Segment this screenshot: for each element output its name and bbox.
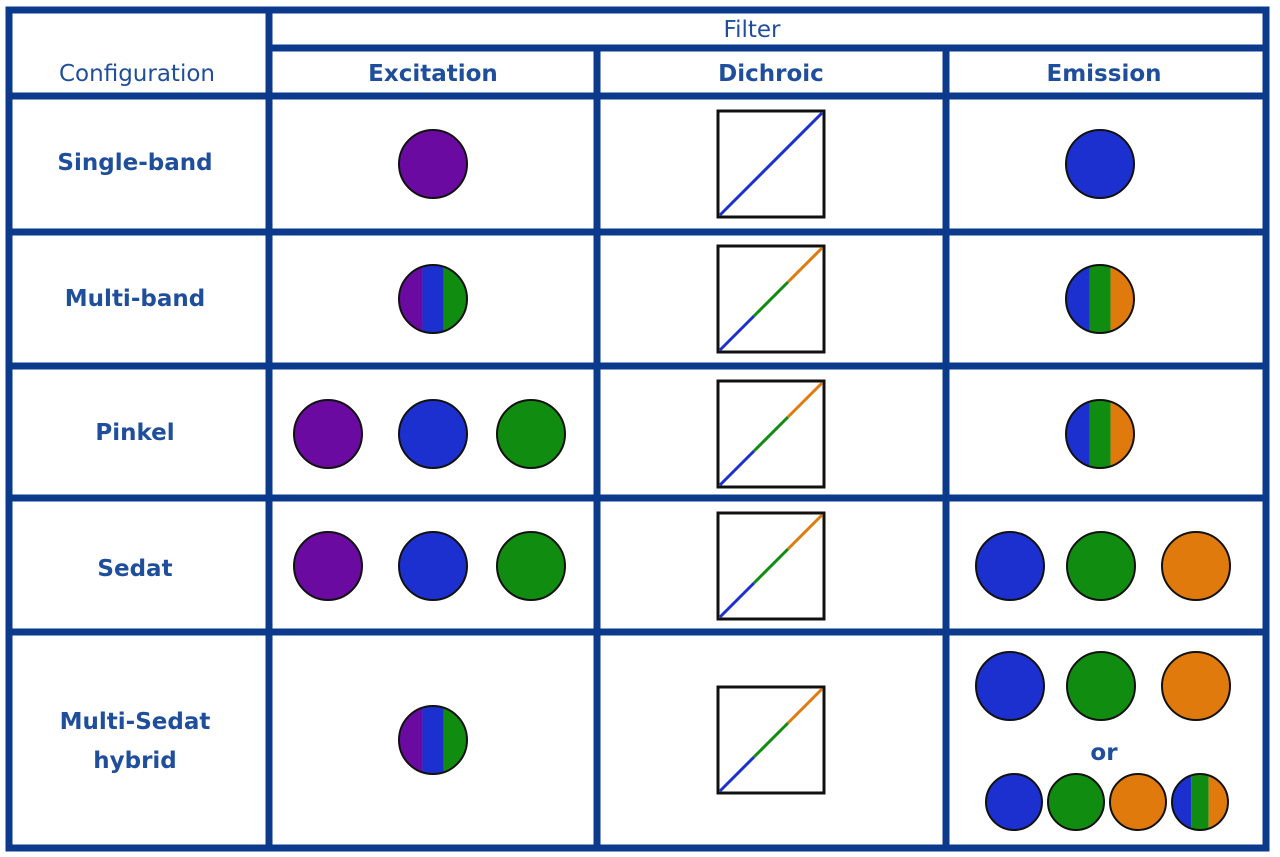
blue-disc [398, 399, 468, 469]
green-filter-icon [1066, 531, 1136, 601]
orange-band [1208, 774, 1228, 830]
violet-filter-icon [293, 531, 363, 601]
disc-outline [398, 264, 468, 334]
row-label-hybrid: hybrid [93, 748, 177, 774]
green-disc [496, 531, 566, 601]
disc-outline [1171, 773, 1229, 831]
orange-disc [1161, 531, 1231, 601]
row-label-multi-band: Multi-band [65, 286, 205, 312]
violet-filter-icon [293, 399, 363, 469]
band-group [399, 265, 467, 333]
green-disc [1066, 651, 1136, 721]
configuration-header: Configuration [59, 61, 215, 87]
dichroic-mirror-icon [716, 109, 826, 219]
orange-filter-icon [1161, 651, 1231, 721]
dichroic-mirror-icon [716, 244, 826, 354]
row-label-multi-sedat: Multi-Sedat [60, 709, 211, 735]
green-dichroic-segment [752, 547, 790, 585]
row-label-sedat: Sedat [97, 556, 172, 582]
blue-filter-icon [1065, 129, 1135, 199]
dichroic-header: Dichroic [718, 61, 824, 87]
blue-band [422, 265, 444, 333]
blue-disc [975, 531, 1045, 601]
blue-dichroic-segment [718, 755, 756, 793]
orange-disc [1109, 773, 1167, 831]
green-filter-icon [1047, 773, 1105, 831]
blue-filter-icon [398, 399, 468, 469]
row-label-pinkel: Pinkel [95, 420, 174, 446]
orange-band [1110, 400, 1134, 468]
dichroic-mirror-icon [716, 379, 826, 489]
violet-disc [293, 399, 363, 469]
green-filter-icon [496, 531, 566, 601]
green-dichroic-segment [752, 280, 790, 318]
row-label-single-band: Single-band [57, 150, 212, 176]
green-band [1089, 400, 1111, 468]
orange-dichroic-segment [786, 513, 824, 551]
orange-dichroic-segment [786, 687, 824, 725]
green-band [443, 706, 467, 774]
band-group [1066, 400, 1134, 468]
blue-dichroic-segment [718, 581, 756, 619]
filter-header: Filter [724, 17, 782, 43]
multi-band-filter-icon [398, 705, 468, 775]
green-band [443, 265, 467, 333]
blue-band [1066, 400, 1090, 468]
orange-filter-icon [1109, 773, 1167, 831]
blue-dichroic-segment [718, 449, 756, 487]
green-filter-icon [496, 399, 566, 469]
blue-band [1172, 774, 1192, 830]
green-disc [1047, 773, 1105, 831]
blue-disc [1065, 129, 1135, 199]
violet-band [399, 706, 423, 774]
or-label: or [1090, 740, 1118, 766]
blue-filter-icon [985, 773, 1043, 831]
blue-band [422, 706, 444, 774]
filter-marks [293, 109, 1231, 831]
dichroic-mirror-icon [716, 685, 826, 795]
orange-dichroic-segment [786, 246, 824, 284]
blue-filter-icon [398, 531, 468, 601]
green-dichroic-segment [752, 721, 790, 759]
blue-disc [975, 651, 1045, 721]
orange-filter-icon [1161, 531, 1231, 601]
green-dichroic-segment [752, 415, 790, 453]
multi-band-filter-icon [398, 264, 468, 334]
excitation-header: Excitation [368, 61, 498, 87]
green-filter-icon [1066, 651, 1136, 721]
blue-filter-icon [975, 531, 1045, 601]
band-group [1066, 265, 1134, 333]
blue-filter-icon [975, 651, 1045, 721]
dichroic-mirror-icon [716, 511, 826, 621]
table-frame [5, 6, 1270, 852]
green-disc [1066, 531, 1136, 601]
band-group [399, 706, 467, 774]
disc-outline [1065, 399, 1135, 469]
multi-band-filter-icon [1065, 264, 1135, 334]
violet-disc [293, 531, 363, 601]
orange-dichroic-segment [786, 381, 824, 419]
disc-outline [398, 705, 468, 775]
violet-band [399, 265, 423, 333]
orange-band [1110, 265, 1134, 333]
green-band [1089, 265, 1111, 333]
violet-disc [398, 129, 468, 199]
blue-disc [985, 773, 1043, 831]
multi-band-filter-icon [1065, 399, 1135, 469]
blue-dichroic-segment [718, 314, 756, 352]
green-band [1191, 774, 1209, 830]
emission-header: Emission [1047, 61, 1162, 87]
blue-band [1066, 265, 1090, 333]
disc-outline [1065, 264, 1135, 334]
orange-disc [1161, 651, 1231, 721]
multi-band-filter-icon [1171, 773, 1229, 831]
violet-filter-icon [398, 129, 468, 199]
blue-dichroic-segment [718, 111, 824, 217]
blue-disc [398, 531, 468, 601]
green-disc [496, 399, 566, 469]
